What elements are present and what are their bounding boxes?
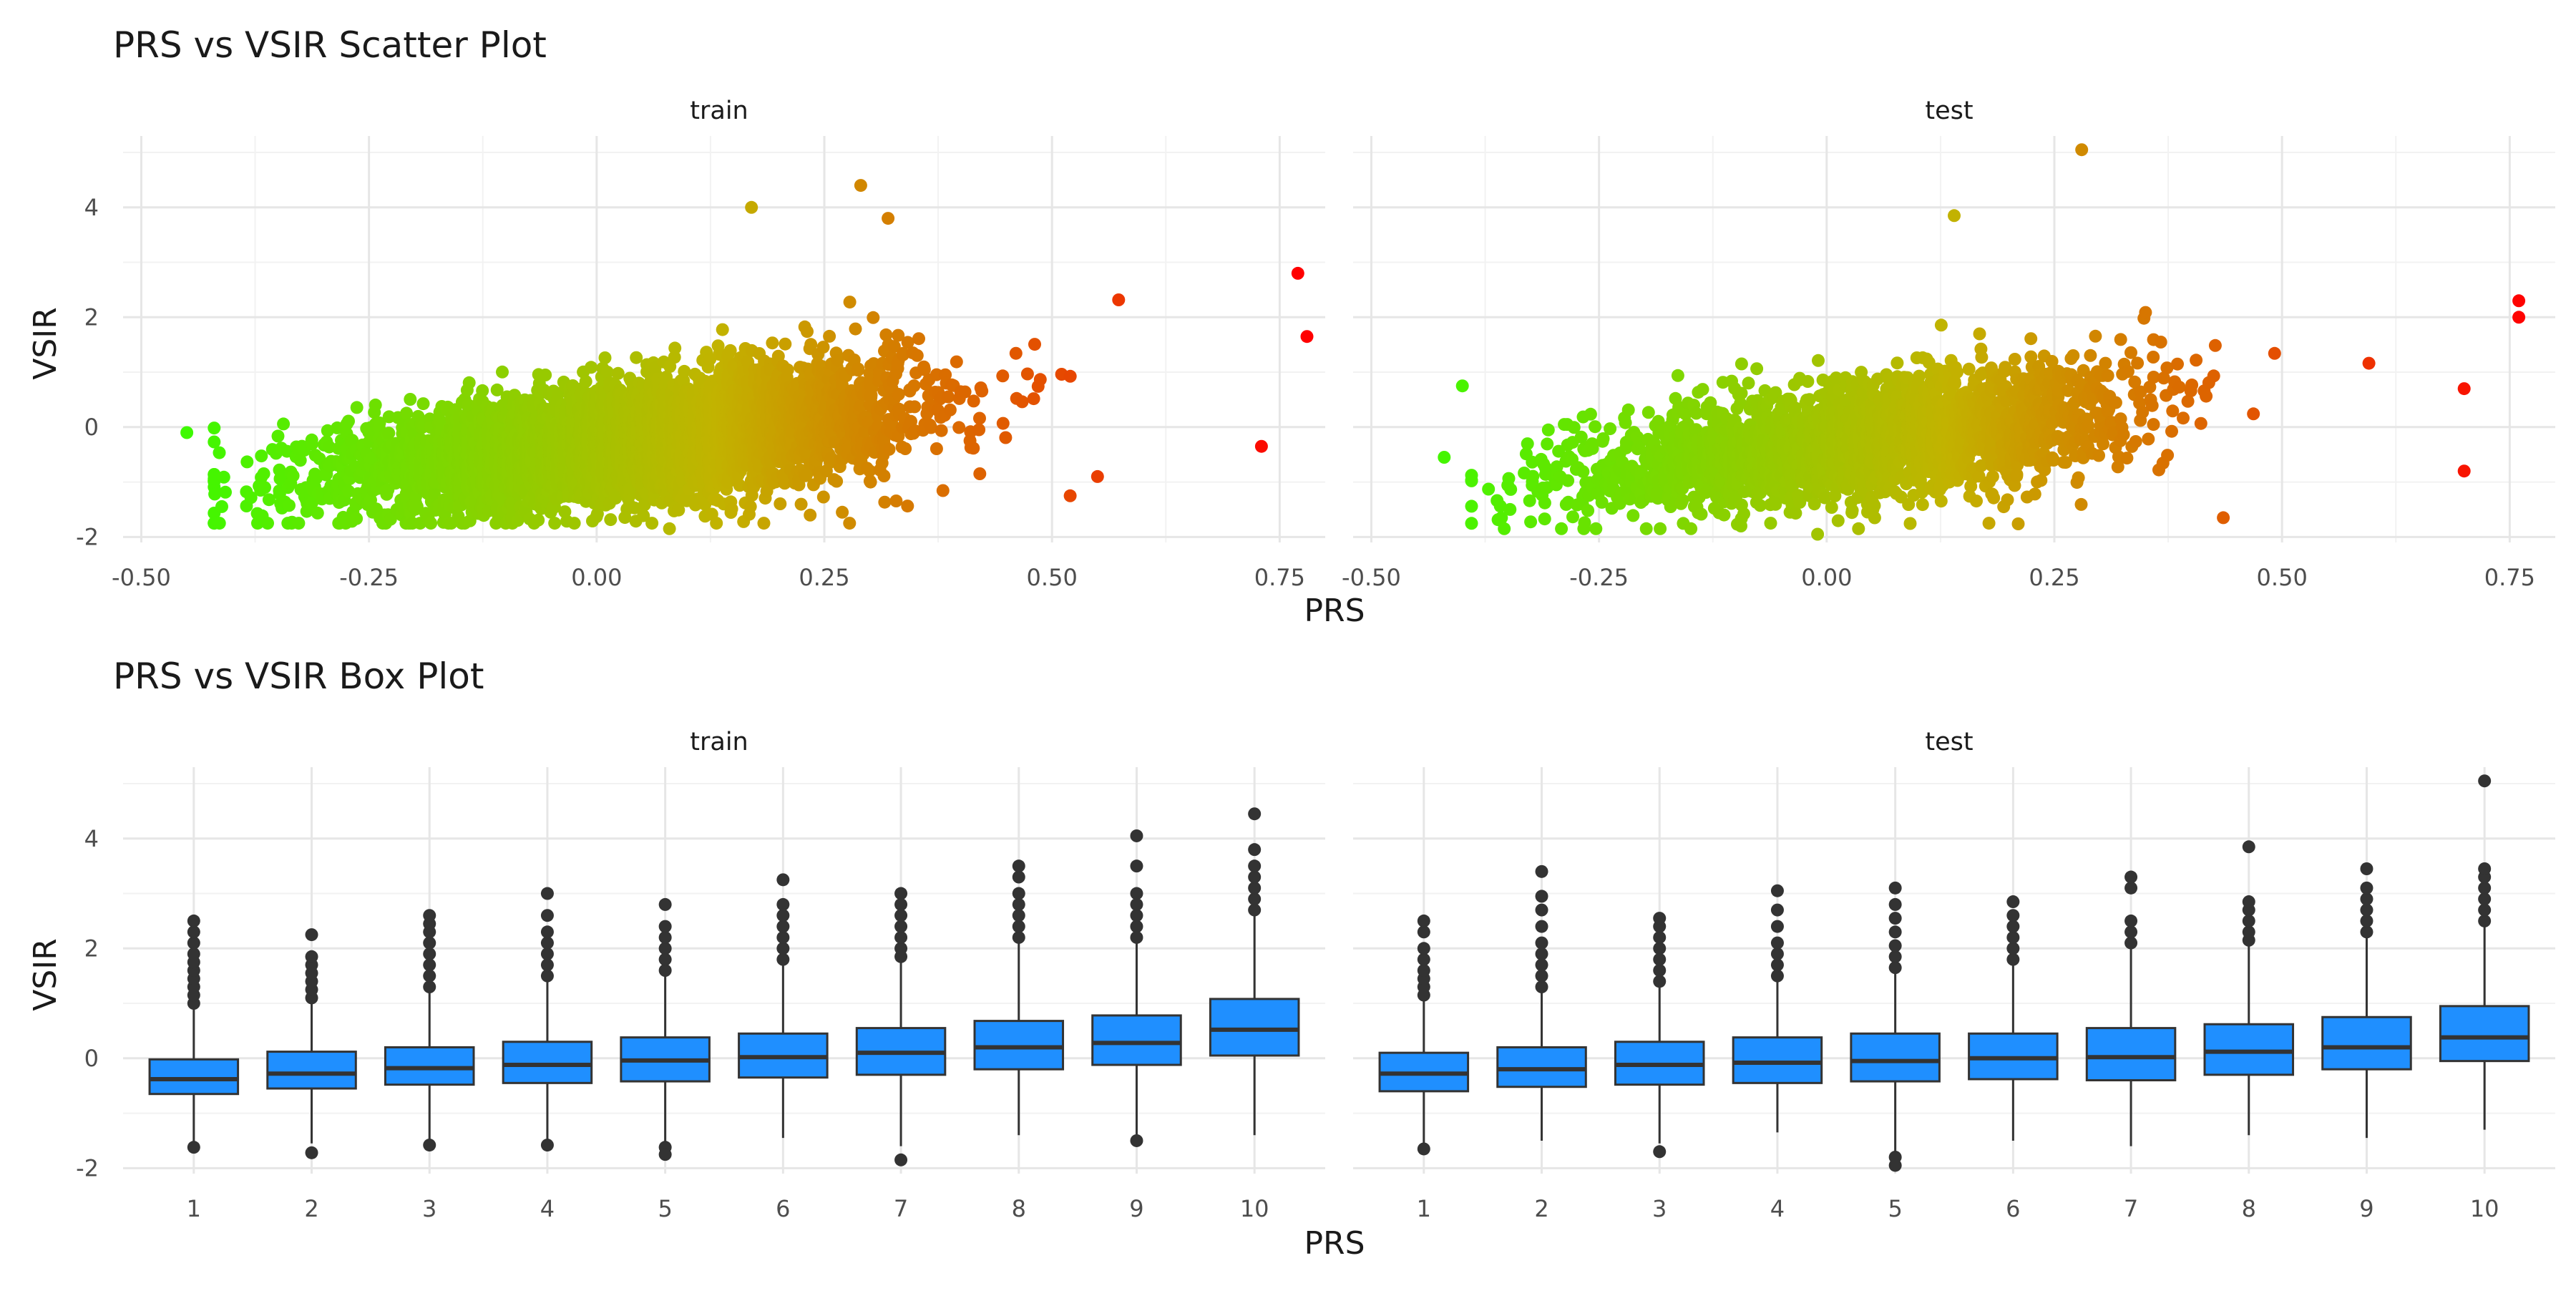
scatter-point: [710, 517, 723, 530]
scatter-point: [580, 375, 592, 388]
scatter-point: [599, 351, 612, 364]
scatter-point: [539, 369, 552, 381]
scatter-point: [901, 500, 914, 512]
scatter-point: [726, 502, 738, 515]
scatter-point: [843, 517, 856, 530]
scatter-point: [404, 393, 416, 406]
scatter-point: [745, 201, 758, 214]
scatter-point: [883, 443, 896, 456]
scatter-point: [215, 500, 228, 513]
scatter-point: [844, 296, 857, 308]
scatter-point: [369, 399, 382, 411]
scatter-point: [849, 323, 862, 336]
scatter-point: [817, 341, 830, 354]
scatter-point: [831, 354, 844, 366]
scatter-point: [716, 323, 729, 336]
scatter-point: [795, 498, 808, 511]
scatter-point: [261, 517, 274, 530]
scatter-point: [463, 376, 476, 389]
scatter-point: [758, 517, 771, 530]
scatter-point: [292, 517, 305, 530]
scatter-point: [351, 401, 364, 414]
scatter-point: [240, 455, 253, 468]
scatter-point: [272, 429, 285, 442]
scatter-point: [944, 404, 957, 416]
scatter-point: [912, 332, 925, 345]
scatter-point: [604, 513, 617, 526]
scatter-point: [930, 442, 943, 455]
scatter-point: [612, 367, 625, 380]
scatter-point: [258, 481, 271, 494]
scatter-point: [350, 512, 363, 525]
scatter-point: [568, 517, 581, 530]
scatter-point: [766, 336, 779, 349]
scatter-point: [878, 496, 891, 509]
scatter-point: [892, 388, 905, 401]
scatter-point: [287, 469, 300, 482]
scatter-point: [548, 517, 561, 530]
scatter-point: [864, 476, 877, 489]
scatter-point: [306, 437, 318, 450]
scatter-point: [830, 475, 843, 488]
scatter-point: [889, 495, 902, 507]
scatter-point: [283, 499, 296, 512]
scatter-point: [180, 427, 193, 439]
scatter-point: [218, 471, 230, 484]
scatter-point: [942, 391, 955, 404]
scatter-title: PRS vs VSIR Scatter Plot: [113, 24, 547, 66]
scatter-point: [877, 469, 890, 482]
scatter-point: [496, 366, 509, 379]
scatter-point: [899, 442, 912, 455]
scatter-point: [836, 506, 849, 519]
scatter-point: [867, 311, 879, 324]
scatter-point: [801, 325, 814, 338]
scatter-point: [854, 179, 867, 192]
scatter-point: [424, 517, 437, 530]
scatter-point: [935, 424, 948, 437]
scatter-point: [804, 509, 816, 522]
scatter-point: [774, 497, 786, 510]
scatter-point: [882, 212, 894, 225]
scatter-point: [911, 349, 924, 362]
scatter-point: [668, 341, 681, 354]
scatter-point: [532, 514, 545, 527]
scatter-point: [907, 379, 920, 392]
scatter-point: [817, 491, 830, 504]
scatter-point: [258, 467, 270, 480]
scatter-point: [342, 415, 355, 428]
scatter-point: [213, 447, 226, 459]
scatter-point: [744, 500, 757, 513]
scatter-point: [400, 406, 413, 419]
scatter-point: [311, 507, 324, 520]
scatter-point: [219, 486, 232, 499]
scatter-point: [585, 361, 597, 374]
scatter-point: [908, 400, 921, 413]
scatter-point: [213, 517, 226, 530]
scatter-point: [781, 364, 794, 376]
scatter-point: [779, 338, 791, 351]
scatter-point: [277, 417, 290, 430]
scatter-point: [823, 330, 836, 343]
scatter-point: [852, 363, 864, 376]
scatter-point: [630, 351, 643, 364]
scatter-point: [937, 484, 950, 497]
scatter-point: [208, 422, 220, 434]
scatter-point: [255, 449, 268, 462]
scatter-point: [663, 522, 676, 535]
scatter-point: [645, 517, 658, 530]
scatter-point: [417, 397, 430, 410]
scatter-facet-label-train: train: [690, 97, 748, 125]
